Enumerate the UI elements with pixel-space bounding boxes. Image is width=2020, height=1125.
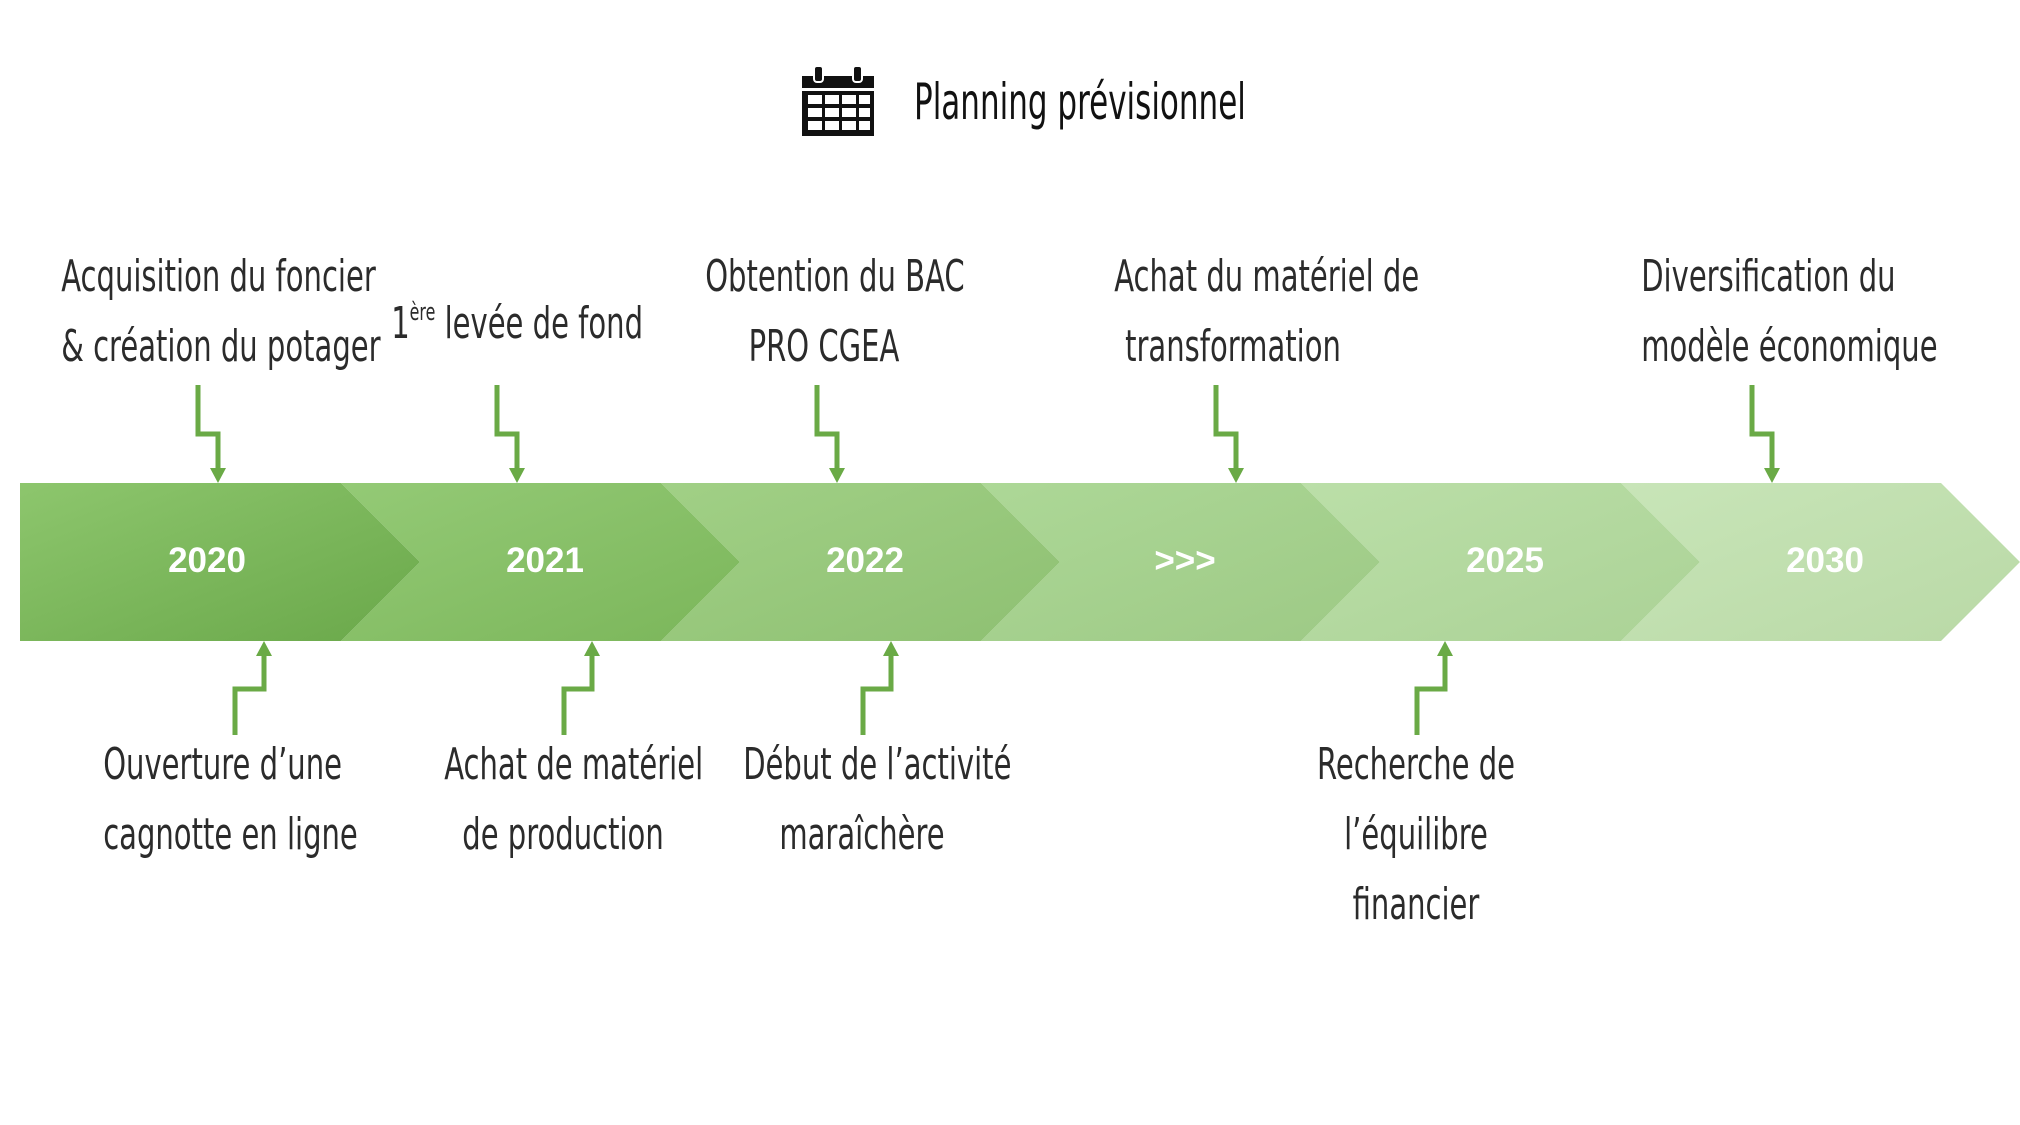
connector-line-bottom	[860, 654, 894, 735]
connector-line-bottom	[1414, 654, 1448, 735]
event-text: levée de fond	[435, 298, 644, 349]
event-text-line: Recherche de	[1316, 739, 1516, 790]
event-text-line: Obtention du BAC	[705, 251, 965, 302]
event-top-acquisition: Acquisition du foncier & création du pot…	[0, 242, 381, 382]
connector-line-top	[494, 385, 520, 470]
event-text-line: transformation	[1125, 321, 1341, 372]
event-text-line: cagnotte en ligne	[103, 809, 358, 860]
year-label-2021: 2021	[506, 541, 584, 580]
connector-line-bottom	[232, 654, 267, 735]
title-block: Planning prévisionnel	[800, 62, 1449, 142]
event-text-line: & création du potager	[61, 321, 381, 372]
connector-line-top	[1213, 385, 1239, 470]
connector-line-top	[195, 385, 221, 470]
event-text-line: PRO CGEA	[748, 321, 900, 372]
year-label-ellipsis: >>>	[1154, 541, 1216, 580]
event-top-diversification: Diversification du modèle économique	[1580, 242, 1940, 382]
year-label-2025: 2025	[1466, 541, 1544, 580]
event-text-line: financier	[1352, 879, 1480, 930]
segment-2025	[1301, 483, 1700, 641]
event-bottom-equilibre-financier: Recherche de l’équilibre financier	[1236, 730, 1596, 940]
event-bottom-activite-maraichere: Début de l’activité maraîchère	[682, 730, 1042, 870]
ordinal-superscript: ère	[409, 298, 436, 326]
event-text-line: Achat de matériel	[444, 739, 704, 790]
connector-line-top	[814, 385, 840, 470]
event-text-line: Ouverture d’une	[103, 739, 342, 790]
event-text-line: Diversification du	[1641, 251, 1896, 302]
arrowhead-up-icon	[584, 641, 600, 656]
event-text-line: modèle économique	[1641, 321, 1938, 372]
event-text-line: Début de l’activité	[743, 739, 1012, 790]
segment-2021	[341, 483, 740, 641]
arrowhead-up-icon	[256, 641, 272, 656]
year-label-2020: 2020	[168, 541, 246, 580]
arrowhead-down-icon	[829, 468, 845, 483]
calendar-icon	[802, 66, 874, 136]
segment-2020	[20, 483, 420, 641]
arrowhead-down-icon	[210, 468, 226, 483]
segment-2030	[1621, 483, 2020, 641]
event-text-line: de production	[462, 809, 664, 860]
event-text-line: 1ère levée de fond	[391, 289, 643, 359]
arrowhead-down-icon	[1228, 468, 1244, 483]
segment-2022	[661, 483, 1060, 641]
connector-line-top	[1749, 385, 1775, 470]
event-top-levee-de-fond: 1ère levée de fond	[330, 289, 690, 359]
event-text-line: l’équilibre	[1344, 809, 1488, 860]
event-top-bac-pro: Obtention du BAC PRO CGEA	[644, 242, 1004, 382]
event-text-line: maraîchère	[779, 809, 945, 860]
arrowhead-down-icon	[1764, 468, 1780, 483]
ordinal-number: 1	[391, 298, 410, 349]
event-text-line: Achat du matériel de	[1114, 251, 1420, 302]
arrowhead-up-icon	[883, 641, 899, 656]
event-top-transformation: Achat du matériel de transformation	[1053, 242, 1420, 382]
event-text-line: Acquisition du foncier	[61, 251, 376, 302]
segment-ellipsis	[981, 483, 1380, 641]
year-label-2030: 2030	[1786, 541, 1864, 580]
arrowhead-up-icon	[1437, 641, 1453, 656]
event-bottom-materiel-production: Achat de matériel de production	[383, 730, 743, 870]
connector-line-bottom	[561, 654, 595, 735]
event-bottom-cagnotte: Ouverture d’une cagnotte en ligne	[42, 730, 402, 870]
page-title: Planning prévisionnel	[914, 73, 1246, 131]
arrowhead-down-icon	[509, 468, 525, 483]
year-label-2022: 2022	[826, 541, 904, 580]
